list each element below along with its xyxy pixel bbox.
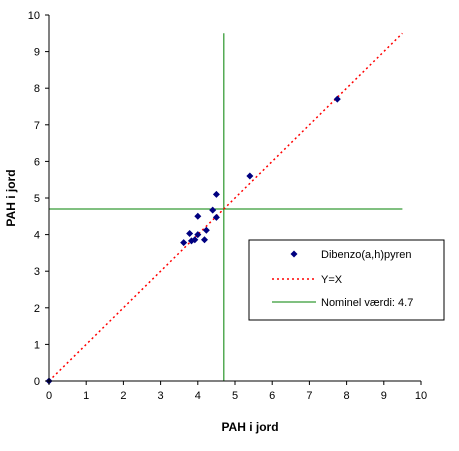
y-tick-label: 9: [34, 47, 40, 59]
x-tick-label: 10: [415, 390, 427, 402]
x-tick-label: 7: [306, 390, 312, 402]
axes: 0 1 2 3 4 5 6 7 8 9 10 0 1 2 3 4 5 6 7 8 9 10: [28, 10, 427, 402]
y-tick-label: 7: [34, 120, 40, 132]
y-tick-label: 2: [34, 303, 40, 315]
x-tick-label: 1: [83, 390, 89, 402]
y-tick-label: 5: [34, 193, 40, 205]
x-tick-label: 5: [232, 390, 238, 402]
x-tick-label: 0: [46, 390, 52, 402]
data-point: [194, 212, 202, 220]
y-axis-title: PAH i jord: [4, 169, 18, 226]
legend-label-points: Dibenzo(a,h)pyren: [321, 249, 412, 261]
y-tick-label: 8: [34, 83, 40, 95]
x-axis-title: PAH i jord: [221, 420, 278, 434]
y-tick-label: 6: [34, 156, 40, 168]
data-point: [333, 95, 341, 103]
legend-label-line: Y=X: [321, 274, 343, 286]
x-tick-label: 6: [269, 390, 275, 402]
data-point: [186, 230, 194, 238]
data-point: [180, 239, 188, 247]
data-point: [209, 206, 217, 214]
y-tick-label: 10: [28, 10, 40, 22]
legend-label-nominal: Nominel værdi: 4.7: [321, 297, 413, 309]
plot-area: [45, 32, 403, 385]
legend-box: [248, 239, 445, 321]
legend: Dibenzo(a,h)pyren Y=X Nominel værdi: 4.7: [248, 239, 445, 321]
x-tick-label: 4: [195, 390, 201, 402]
data-point: [194, 231, 202, 239]
y-tick-label: 4: [34, 230, 40, 242]
y-tick-label: 3: [34, 266, 40, 278]
data-point: [212, 213, 220, 221]
y-equals-x-line: [48, 32, 403, 382]
y-tick-label: 0: [34, 376, 40, 388]
x-tick-label: 9: [381, 390, 387, 402]
x-tick-label: 2: [120, 390, 126, 402]
x-tick-label: 8: [344, 390, 350, 402]
legend-marker-points: [290, 250, 298, 258]
y-tick-label: 1: [34, 339, 40, 351]
data-point: [200, 236, 208, 244]
data-point: [212, 190, 220, 198]
x-tick-label: 3: [158, 390, 164, 402]
data-point: [191, 236, 199, 244]
data-point: [246, 172, 254, 180]
data-point: [202, 226, 210, 234]
